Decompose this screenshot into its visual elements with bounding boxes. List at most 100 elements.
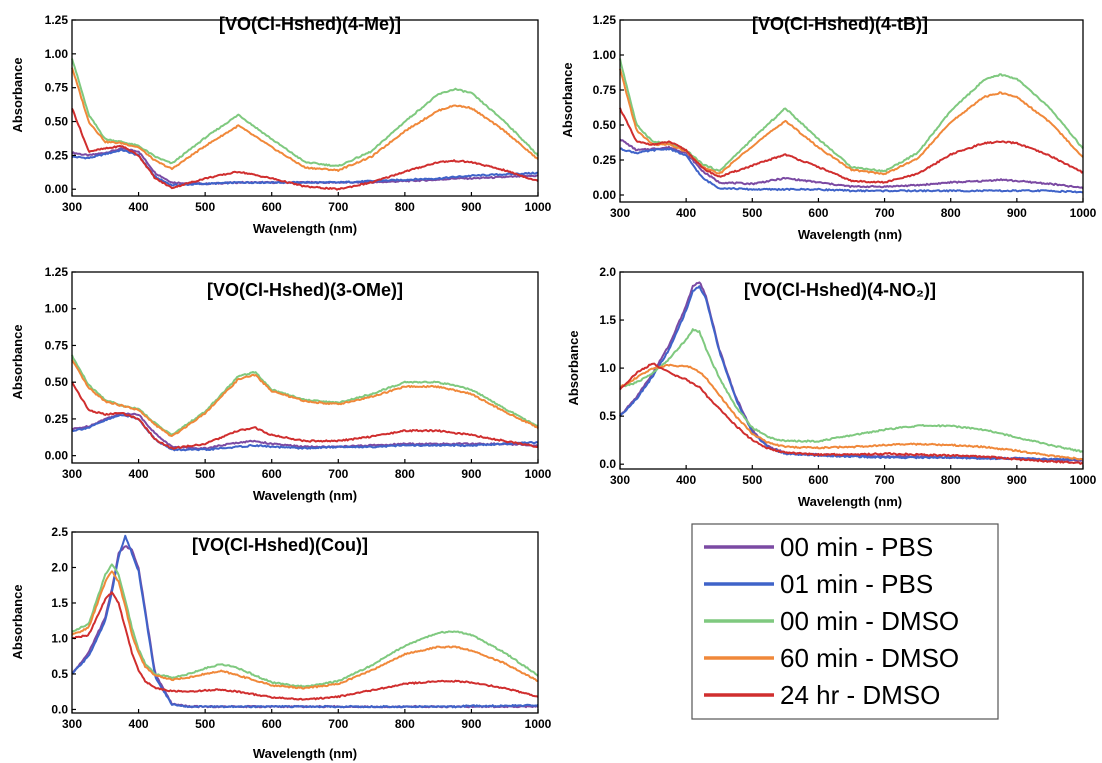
panel-3-ome: [VO(Cl-Hshed)(3-OMe)] Absorbance Wavelen… [10, 265, 552, 503]
series-line [619, 147, 1084, 194]
series-line [619, 58, 1084, 173]
y-tick-label: 2.0 [51, 560, 68, 574]
panel-title: [VO(Cl-Hshed)(4-Me)] [219, 14, 401, 34]
x-tick-label: 800 [395, 717, 415, 731]
x-tick-label: 700 [875, 206, 895, 220]
x-tick-label: 700 [328, 467, 348, 481]
y-tick-label: 1.0 [51, 631, 68, 645]
y-tick-label: 1.00 [45, 302, 69, 316]
legend-entry: 60 min - DMSO [704, 643, 959, 673]
series-line [71, 570, 539, 690]
y-tick-label: 0.0 [599, 457, 616, 471]
plot-frame [71, 271, 539, 464]
series-line [71, 534, 539, 709]
legend-label: 24 hr - DMSO [780, 680, 940, 710]
y-tick-label: 0.25 [593, 153, 617, 167]
series-line [71, 412, 539, 450]
panel-4-tb: [VO(Cl-Hshed)(4-tB)] Absorbance Waveleng… [560, 13, 1097, 242]
y-tick-label: 0.5 [51, 667, 68, 681]
y-tick-label: 0.50 [45, 375, 69, 389]
x-tick-label: 600 [262, 717, 282, 731]
x-tick-label: 600 [262, 467, 282, 481]
y-tick-label: 1.25 [45, 13, 69, 27]
x-axis-label: Wavelength (nm) [253, 221, 357, 236]
x-tick-label: 900 [461, 717, 481, 731]
legend-label: 01 min - PBS [780, 569, 933, 599]
panel-cou: [VO(Cl-Hshed)(Cou)] Absorbance Wavelengt… [10, 525, 552, 761]
series-line [71, 107, 539, 191]
series-line [71, 563, 539, 688]
x-tick-label: 500 [742, 473, 762, 487]
y-tick-label: 1.5 [51, 596, 68, 610]
series-line [619, 363, 1084, 461]
y-tick-label: 0.75 [45, 81, 69, 95]
panel-4-no2: [VO(Cl-Hshed)(4-NO₂)] Absorbance Wavelen… [566, 265, 1097, 509]
x-axis-label: Wavelength (nm) [253, 488, 357, 503]
y-axis-label: Absorbance [560, 62, 575, 137]
y-tick-label: 2.5 [51, 525, 68, 539]
x-tick-label: 700 [328, 200, 348, 214]
panel-4-me: [VO(Cl-Hshed)(4-Me)] Absorbance Waveleng… [10, 13, 552, 236]
x-axis-label: Wavelength (nm) [798, 227, 902, 242]
y-axis-label: Absorbance [10, 324, 25, 399]
plot-frame [619, 271, 1084, 470]
plot-frame [619, 19, 1084, 203]
series-group [619, 281, 1084, 465]
series-group [619, 58, 1084, 194]
series-line [71, 591, 539, 701]
series-line [71, 58, 539, 167]
x-tick-label: 400 [129, 467, 149, 481]
x-tick-label: 700 [328, 717, 348, 731]
legend-label: 00 min - PBS [780, 532, 933, 562]
y-axis-label: Absorbance [566, 330, 581, 405]
legend: 00 min - PBS 01 min - PBS 00 min - DMSO … [691, 523, 999, 720]
y-tick-label: 1.00 [45, 47, 69, 61]
y-tick-label: 0.0 [51, 702, 68, 716]
y-tick-label: 2.0 [599, 265, 616, 279]
series-group [71, 58, 539, 191]
x-tick-label: 800 [941, 473, 961, 487]
x-tick-label: 300 [610, 206, 630, 220]
legend-label: 60 min - DMSO [780, 643, 959, 673]
y-tick-label: 1.25 [45, 265, 69, 279]
x-tick-label: 800 [395, 467, 415, 481]
series-line [71, 67, 539, 172]
y-tick-label: 1.0 [599, 361, 616, 375]
panel-title: [VO(Cl-Hshed)(Cou)] [192, 535, 368, 555]
x-tick-label: 400 [676, 206, 696, 220]
legend-label: 00 min - DMSO [780, 606, 959, 636]
series-line [619, 281, 1084, 462]
y-tick-label: 0.00 [45, 182, 69, 196]
x-tick-label: 500 [195, 467, 215, 481]
x-tick-label: 500 [195, 717, 215, 731]
x-tick-label: 300 [62, 200, 82, 214]
series-line [619, 138, 1084, 190]
y-tick-label: 0.00 [45, 449, 69, 463]
x-tick-label: 300 [62, 717, 82, 731]
x-tick-label: 1000 [525, 717, 552, 731]
y-tick-label: 1.5 [599, 313, 616, 327]
legend-entry: 00 min - PBS [704, 532, 933, 562]
y-tick-label: 0.75 [45, 338, 69, 352]
legend-entry: 24 hr - DMSO [704, 680, 940, 710]
series-line [71, 359, 539, 437]
x-tick-label: 400 [676, 473, 696, 487]
panel-title: [VO(Cl-Hshed)(4-tB)] [752, 14, 928, 34]
x-tick-label: 900 [1007, 206, 1027, 220]
series-line [619, 328, 1084, 453]
x-tick-label: 1000 [1070, 206, 1097, 220]
plot-frame [71, 19, 539, 197]
x-tick-label: 600 [808, 473, 828, 487]
series-line [619, 107, 1084, 184]
x-tick-label: 700 [875, 473, 895, 487]
y-tick-label: 1.00 [593, 48, 617, 62]
legend-entry: 01 min - PBS [704, 569, 933, 599]
y-tick-label: 1.25 [593, 13, 617, 27]
y-tick-label: 0.00 [593, 188, 617, 202]
x-tick-label: 500 [195, 200, 215, 214]
panel-title: [VO(Cl-Hshed)(3-OMe)] [207, 280, 403, 300]
y-axis-label: Absorbance [10, 584, 25, 659]
x-tick-label: 600 [262, 200, 282, 214]
series-line [619, 285, 1083, 462]
